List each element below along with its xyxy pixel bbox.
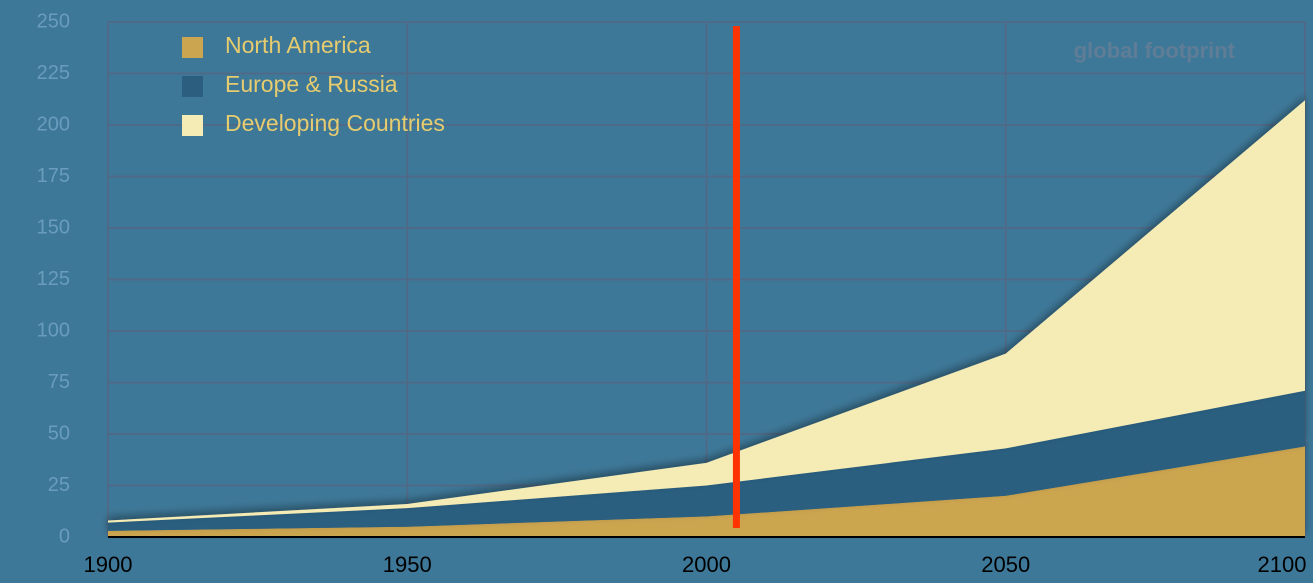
y-tick-label: 100 <box>37 319 70 341</box>
area <box>108 100 1305 523</box>
legend-label: Developing Countries <box>225 110 445 136</box>
x-tick-label: 2100 <box>1258 552 1307 577</box>
areas <box>108 100 1305 537</box>
legend-swatch <box>182 76 203 97</box>
y-tick-label: 50 <box>48 422 70 444</box>
x-tick-label: 1900 <box>84 552 133 577</box>
area <box>108 446 1305 537</box>
legend-label: North America <box>225 32 371 58</box>
legend-swatch <box>182 37 203 58</box>
grid <box>107 21 1306 538</box>
chart-title: global footprint <box>1074 38 1236 63</box>
y-tick-label: 25 <box>48 474 70 496</box>
legend-label: Europe & Russia <box>225 71 398 97</box>
y-tick-label: 75 <box>48 371 70 393</box>
y-tick-label: 150 <box>37 216 70 238</box>
legend-swatch <box>182 115 203 136</box>
y-tick-label: 0 <box>59 525 70 547</box>
y-tick-label: 125 <box>37 268 70 290</box>
y-tick-label: 225 <box>37 62 70 84</box>
x-tick-label: 2050 <box>981 552 1030 577</box>
area <box>108 390 1305 531</box>
x-tick-label: 1950 <box>383 552 432 577</box>
y-tick-label: 200 <box>37 113 70 135</box>
y-tick-label: 250 <box>37 10 70 32</box>
x-tick-label: 2000 <box>682 552 731 577</box>
overlay <box>108 26 1305 538</box>
y-tick-label: 175 <box>37 165 70 187</box>
